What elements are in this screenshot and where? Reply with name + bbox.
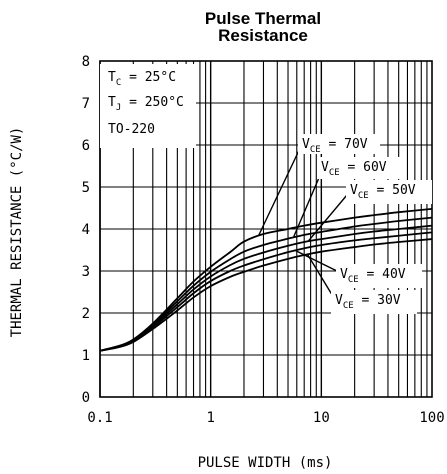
tj-subscript: J (116, 103, 121, 113)
y-tick-label: 7 (82, 96, 90, 112)
series-labels: VCE = 70V VCE = 60V VCE = 50V VCE = 40V … (298, 134, 432, 314)
tick-labels: 0 1 2 3 4 5 6 7 8 0.1 1 10 100 (82, 54, 445, 426)
series-label-50v-text: VCE = 50V (350, 183, 416, 201)
leader-line-2 (307, 188, 353, 242)
y-tick-label: 1 (82, 348, 90, 364)
y-tick-label: 4 (82, 222, 90, 238)
conditions-box: TC = 25°C TJ = 250°C TO-220 (100, 64, 196, 148)
x-tick-label: 10 (313, 410, 330, 426)
series-label-50v: VCE = 50V (346, 180, 432, 204)
tc-symbol: T (108, 70, 116, 85)
series-label-60v-text: VCE = 60V (321, 160, 387, 178)
y-tick-label: 5 (82, 180, 90, 196)
series-label-50v-bg (346, 180, 432, 204)
tj-value: = 250°C (121, 95, 184, 110)
tj-symbol: T (108, 95, 116, 110)
y-tick-label: 2 (82, 306, 90, 322)
series-label-70v-text: VCE = 70V (302, 137, 368, 155)
series-label-30v-text: VCE = 30V (335, 293, 401, 311)
conditions-box-bg (100, 64, 196, 148)
tc-value: = 25°C (121, 70, 176, 85)
chart-title-line-1: Pulse Thermal (205, 9, 321, 28)
series-label-40v-bg (336, 264, 422, 288)
series-curve-3 (99, 231, 433, 352)
tj-condition: TJ = 250°C (108, 95, 184, 113)
chart-title: Pulse Thermal Resistance (205, 9, 321, 45)
y-tick-label: 0 (82, 390, 90, 406)
series-label-70v: VCE = 70V (298, 134, 380, 155)
series-curves (99, 207, 433, 352)
x-tick-label: 0.1 (87, 410, 112, 426)
series-label-70v-bg (298, 134, 380, 154)
series-label-60v: VCE = 60V (317, 157, 401, 179)
y-axis-label: THERMAL RESISTANCE (°C/W) (9, 127, 25, 338)
x-tick-label: 1 (206, 410, 214, 426)
series-curve-4 (99, 238, 433, 352)
plot-frame (99, 60, 433, 398)
chart-title-line-2: Resistance (218, 26, 308, 45)
x-tick-label: 100 (419, 410, 444, 426)
series-label-30v-bg (331, 290, 417, 314)
y-tick-label: 8 (82, 54, 90, 70)
series-label-40v-text: VCE = 40V (340, 267, 406, 285)
leader-line-4 (306, 254, 335, 299)
x-axis-label: PULSE WIDTH (ms) (198, 455, 333, 471)
leader-line-3 (294, 249, 340, 273)
y-tick-label: 3 (82, 264, 90, 280)
y-tick-label: 6 (82, 138, 90, 154)
series-label-60v-bg (317, 157, 401, 179)
leader-line-0 (257, 141, 304, 237)
package-label: TO-220 (108, 122, 155, 137)
series-label-40v: VCE = 40V (336, 264, 422, 288)
tc-condition: TC = 25°C (108, 70, 176, 88)
series-label-30v: VCE = 30V (331, 290, 417, 314)
tc-subscript: C (116, 78, 121, 88)
